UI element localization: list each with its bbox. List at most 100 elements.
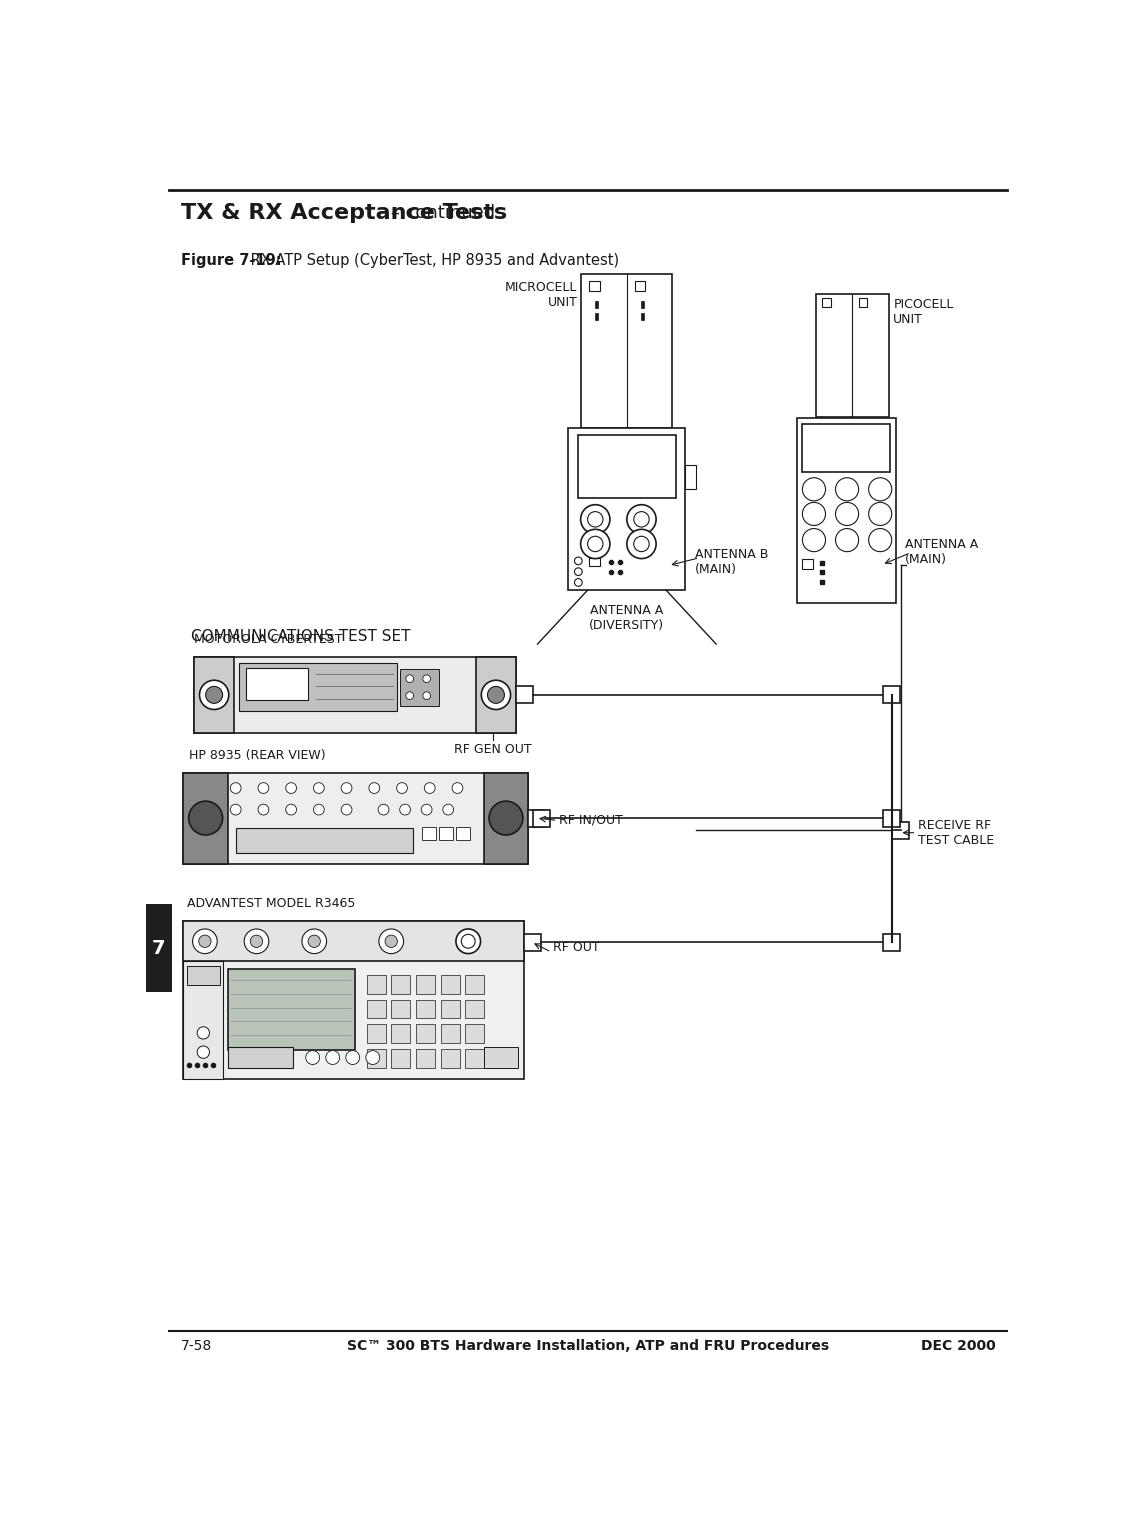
Text: COMMUNICATIONS TEST SET: COMMUNICATIONS TEST SET	[191, 629, 411, 644]
Bar	[194, 658, 515, 733]
Text: ANTENNA A
(MAIN): ANTENNA A (MAIN)	[905, 539, 978, 566]
Circle shape	[802, 502, 825, 525]
Bar	[589, 558, 600, 566]
Circle shape	[385, 935, 397, 947]
Bar	[416, 975, 435, 993]
Bar	[483, 1047, 518, 1068]
Text: 7: 7	[152, 939, 165, 958]
Bar	[401, 669, 439, 705]
Bar	[239, 664, 396, 711]
Circle shape	[581, 505, 610, 534]
Bar	[515, 687, 533, 704]
Bar	[465, 999, 484, 1019]
Circle shape	[634, 511, 649, 526]
Circle shape	[313, 783, 324, 794]
Circle shape	[258, 805, 269, 815]
Text: – continued: – continued	[385, 203, 495, 222]
Circle shape	[346, 1051, 359, 1065]
Circle shape	[205, 687, 223, 704]
Circle shape	[836, 502, 859, 525]
Text: TX & RX Acceptance Tests: TX & RX Acceptance Tests	[181, 203, 507, 223]
Circle shape	[193, 929, 217, 953]
Circle shape	[313, 805, 324, 815]
Bar	[391, 975, 411, 993]
Circle shape	[627, 529, 657, 558]
Text: DEC 2000: DEC 2000	[921, 1339, 995, 1354]
Circle shape	[489, 802, 522, 835]
Circle shape	[836, 477, 859, 500]
Text: MOTOROLA CYBERTEST: MOTOROLA CYBERTEST	[194, 633, 342, 646]
Circle shape	[802, 528, 825, 552]
Text: ANTENNA B
(MAIN): ANTENNA B (MAIN)	[695, 548, 768, 575]
Bar	[568, 428, 685, 591]
Text: RX ATP Setup (CyberTest, HP 8935 and Advantest): RX ATP Setup (CyberTest, HP 8935 and Adv…	[247, 252, 620, 268]
Circle shape	[369, 783, 380, 794]
Bar	[422, 826, 436, 840]
Text: ADVANTEST MODEL R3465: ADVANTEST MODEL R3465	[187, 898, 356, 910]
Bar	[416, 1025, 435, 1043]
Circle shape	[396, 783, 408, 794]
Bar	[416, 999, 435, 1019]
Circle shape	[197, 1047, 209, 1059]
Circle shape	[422, 675, 430, 682]
Circle shape	[869, 477, 892, 500]
Bar	[247, 669, 308, 701]
Bar	[228, 1047, 294, 1068]
Bar	[184, 921, 523, 1079]
Bar	[476, 658, 515, 733]
Bar	[441, 1025, 459, 1043]
Circle shape	[588, 536, 603, 552]
Circle shape	[481, 681, 511, 710]
Circle shape	[581, 529, 610, 558]
Text: HP 8935 (REAR VIEW): HP 8935 (REAR VIEW)	[189, 748, 326, 762]
Text: MICROCELL
UNIT: MICROCELL UNIT	[505, 280, 577, 309]
Bar	[641, 301, 644, 309]
Bar	[465, 1025, 484, 1043]
Circle shape	[421, 805, 432, 815]
Bar	[465, 975, 484, 993]
Bar	[883, 687, 900, 704]
Bar	[589, 280, 600, 291]
Circle shape	[574, 557, 582, 565]
Bar	[596, 301, 598, 309]
Circle shape	[326, 1051, 340, 1065]
Circle shape	[574, 568, 582, 575]
Bar	[822, 298, 831, 308]
Circle shape	[422, 692, 430, 699]
Circle shape	[488, 687, 504, 704]
Bar	[184, 773, 528, 863]
Text: Figure 7-19:: Figure 7-19:	[181, 252, 281, 268]
Circle shape	[456, 929, 481, 953]
Bar	[366, 999, 386, 1019]
Bar	[439, 826, 452, 840]
Circle shape	[341, 783, 352, 794]
Circle shape	[200, 681, 228, 710]
Circle shape	[231, 805, 241, 815]
Bar	[596, 314, 598, 320]
Bar	[441, 975, 459, 993]
Circle shape	[188, 802, 223, 835]
Bar	[366, 1025, 386, 1043]
Circle shape	[869, 528, 892, 552]
Bar	[184, 961, 224, 1079]
Circle shape	[286, 783, 296, 794]
Circle shape	[588, 511, 603, 526]
Bar	[391, 1050, 411, 1068]
Circle shape	[302, 929, 326, 953]
Bar	[194, 658, 234, 733]
Bar	[366, 1050, 386, 1068]
Circle shape	[366, 1051, 380, 1065]
Bar	[391, 999, 411, 1019]
Bar	[533, 809, 550, 826]
Bar	[465, 1050, 484, 1068]
Text: PICOCELL
UNIT: PICOCELL UNIT	[893, 298, 954, 326]
Text: 7-58: 7-58	[181, 1339, 212, 1354]
Bar	[441, 1050, 459, 1068]
Circle shape	[452, 783, 463, 794]
Text: SC™ 300 BTS Hardware Installation, ATP and FRU Procedures: SC™ 300 BTS Hardware Installation, ATP a…	[348, 1339, 829, 1354]
Text: RF IN/OUT: RF IN/OUT	[559, 814, 623, 826]
Circle shape	[406, 675, 413, 682]
Circle shape	[869, 502, 892, 525]
Bar	[184, 773, 228, 863]
Circle shape	[250, 935, 263, 947]
